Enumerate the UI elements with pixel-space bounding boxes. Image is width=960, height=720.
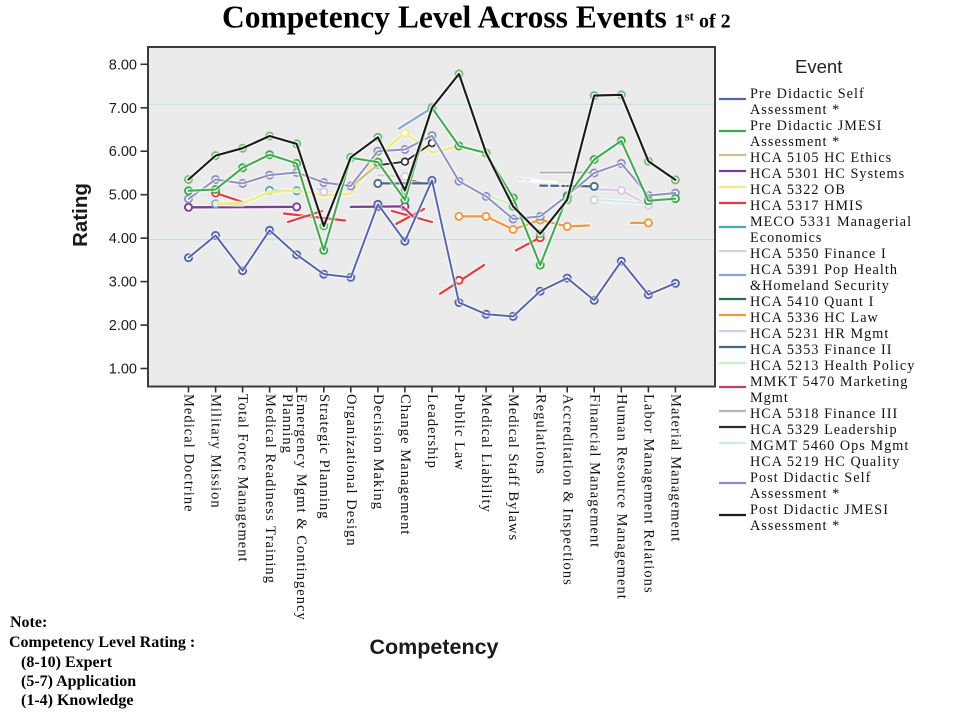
svg-text:Assessment *: Assessment * — [750, 102, 840, 118]
svg-text:Competency Level Rating :: Competency Level Rating : — [9, 634, 195, 651]
svg-text:Medical Doctrine: Medical Doctrine — [181, 394, 197, 513]
svg-text:Mgmt: Mgmt — [750, 390, 789, 406]
svg-text:Pre Didactic JMESI: Pre Didactic JMESI — [750, 118, 882, 134]
svg-text:8.00: 8.00 — [109, 57, 137, 73]
svg-text:Planning: Planning — [279, 394, 295, 454]
svg-text:Medical Liability: Medical Liability — [478, 394, 494, 513]
svg-text:HCA 5391 Pop Health: HCA 5391 Pop Health — [750, 262, 898, 278]
svg-text:HCA 5336 HC Law: HCA 5336 HC Law — [750, 310, 879, 326]
svg-text:4.00: 4.00 — [109, 231, 137, 247]
svg-text:Competency Level Across Events: Competency Level Across Events 1st of 2 — [222, 0, 731, 35]
svg-text:7.00: 7.00 — [109, 101, 137, 117]
svg-text:Organizational Design: Organizational Design — [343, 394, 359, 547]
svg-text:MMKT 5470 Marketing: MMKT 5470 Marketing — [750, 374, 908, 390]
svg-text:Assessment *: Assessment * — [750, 518, 840, 534]
svg-text:HCA 5353 Finance II: HCA 5353 Finance II — [750, 342, 893, 358]
svg-text:Medical Readiness Training: Medical Readiness Training — [262, 394, 278, 584]
svg-text:Leadership: Leadership — [424, 394, 440, 469]
svg-text:Assessment *: Assessment * — [750, 486, 840, 502]
svg-text:Medical Staff Bylaws: Medical Staff Bylaws — [505, 394, 521, 541]
svg-text:Accreditation & Inspections: Accreditation & Inspections — [559, 394, 575, 586]
svg-text:MGMT 5460 Ops Mgmt: MGMT 5460 Ops Mgmt — [750, 438, 909, 454]
svg-text:Post Didactic JMESI: Post Didactic JMESI — [750, 502, 889, 518]
svg-text:Post Didactic Self: Post Didactic Self — [750, 470, 871, 486]
svg-text:Regulations: Regulations — [532, 394, 548, 475]
svg-text:HCA 5301 HC Systems: HCA 5301 HC Systems — [750, 166, 905, 182]
svg-text:Assessment *: Assessment * — [750, 134, 840, 150]
svg-text:(8-10) Expert: (8-10) Expert — [21, 654, 113, 671]
svg-text:Total Force Management: Total Force Management — [235, 394, 251, 563]
svg-text:HCA 5317 HMIS: HCA 5317 HMIS — [750, 198, 864, 214]
svg-text:(1-4) Knowledge: (1-4) Knowledge — [21, 692, 133, 709]
svg-text:Material Management: Material Management — [668, 394, 684, 542]
svg-text:1.00: 1.00 — [109, 362, 137, 378]
svg-text:(5-7) Application: (5-7) Application — [21, 673, 136, 690]
svg-text:HCA 5318 Finance III: HCA 5318 Finance III — [750, 406, 898, 422]
svg-text:HCA 5219 HC Quality: HCA 5219 HC Quality — [750, 454, 900, 470]
svg-text:&Homeland Security: &Homeland Security — [750, 278, 890, 294]
svg-text:Military Mission: Military Mission — [208, 394, 224, 509]
svg-text:Rating: Rating — [69, 183, 92, 247]
svg-text:Decision Making: Decision Making — [370, 394, 386, 510]
svg-text:Strategic Planning: Strategic Planning — [316, 394, 332, 520]
svg-text:3.00: 3.00 — [109, 275, 137, 291]
svg-text:2.00: 2.00 — [109, 318, 137, 334]
svg-text:Competency: Competency — [369, 635, 498, 659]
svg-text:HCA 5213 Health Policy: HCA 5213 Health Policy — [750, 358, 915, 374]
svg-text:Emergency Mgmt & Contingency: Emergency Mgmt & Contingency — [293, 394, 309, 621]
svg-text:Labor Management Relations: Labor Management Relations — [641, 394, 657, 594]
svg-text:HCA 5350 Finance I: HCA 5350 Finance I — [750, 246, 887, 262]
svg-text:HCA 5105 HC Ethics: HCA 5105 HC Ethics — [750, 150, 892, 166]
svg-text:MECO 5331 Managerial: MECO 5331 Managerial — [750, 214, 912, 230]
svg-text:Human Resource Management: Human Resource Management — [613, 394, 629, 600]
svg-text:HCA 5231 HR Mgmt: HCA 5231 HR Mgmt — [750, 326, 889, 342]
svg-text:5.00: 5.00 — [109, 188, 137, 204]
svg-text:Financial Management: Financial Management — [586, 394, 602, 548]
svg-text:Pre Didactic Self: Pre Didactic Self — [750, 86, 865, 102]
svg-text:HCA 5322 OB: HCA 5322 OB — [750, 182, 846, 198]
svg-text:Note:: Note: — [10, 614, 47, 631]
svg-text:6.00: 6.00 — [109, 144, 137, 160]
svg-text:HCA 5410 Quant I: HCA 5410 Quant I — [750, 294, 874, 310]
svg-text:Economics: Economics — [750, 230, 823, 246]
svg-text:Event: Event — [795, 56, 842, 77]
svg-text:HCA 5329 Leadership: HCA 5329 Leadership — [750, 422, 898, 438]
svg-text:Public Law: Public Law — [451, 394, 467, 471]
svg-text:Change Management: Change Management — [397, 394, 413, 535]
